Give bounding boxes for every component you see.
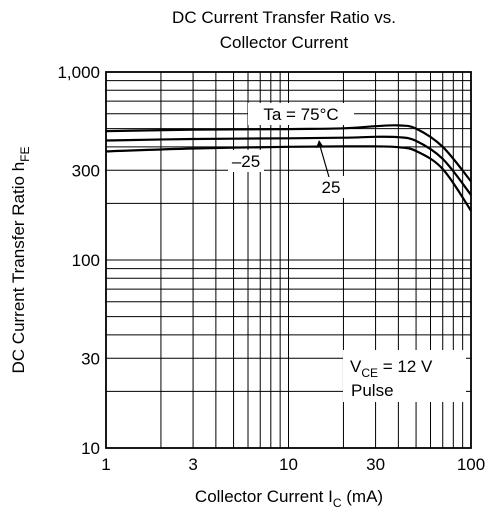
y-tick-label: 300 <box>72 161 100 180</box>
chart-title-line1: DC Current Transfer Ratio vs. <box>172 8 396 27</box>
vce-condition: VCE = 12 V <box>350 357 433 380</box>
series-lines <box>105 124 472 212</box>
label-m25-bg <box>228 150 264 172</box>
y-axis-label-sub: FE <box>18 147 32 162</box>
plot-frame <box>105 71 472 449</box>
y-tick-label: 1,000 <box>57 63 100 82</box>
x-tick-label: 100 <box>457 455 485 474</box>
x-axis-label-sub: C <box>333 496 342 510</box>
series-line-0 <box>105 124 472 183</box>
series-label-minus25: –25 <box>232 152 260 171</box>
vce-symbol: V <box>350 357 362 376</box>
y-tick-label: 10 <box>81 439 100 458</box>
x-tick-label: 10 <box>279 455 298 474</box>
x-axis-label-main: Collector Current I <box>195 487 333 506</box>
y-tick-label: 30 <box>81 349 100 368</box>
x-tick-label: 30 <box>366 455 385 474</box>
chart-title-line2: Collector Current <box>220 33 349 52</box>
pulse-condition: Pulse <box>351 381 394 400</box>
label-75-bg <box>248 103 354 125</box>
y-axis-label: DC Current Transfer Ratio hFE <box>9 147 32 374</box>
vce-subscript: CE <box>361 366 378 380</box>
series-label-75: Ta = 75°C <box>263 105 338 124</box>
conditions-bg <box>343 350 466 402</box>
vce-value: = 12 V <box>378 357 433 376</box>
tick-labels: 1 3 10 30 100 10 30 100 300 1,000 <box>57 63 485 474</box>
x-axis-label-unit: (mA) <box>342 487 384 506</box>
x-axis-label: Collector Current IC (mA) <box>195 487 383 510</box>
y-tick-label: 100 <box>72 251 100 270</box>
y-axis-label-main: DC Current Transfer Ratio h <box>9 162 28 374</box>
series-line-1 <box>105 135 472 196</box>
series-line-2 <box>105 145 472 212</box>
label-25-bg <box>318 176 344 198</box>
series-label-25: 25 <box>322 178 341 197</box>
x-tick-label: 1 <box>101 455 110 474</box>
arrow-head-25 <box>316 140 323 148</box>
x-tick-label: 3 <box>188 455 197 474</box>
arrow-line-25 <box>319 145 330 178</box>
